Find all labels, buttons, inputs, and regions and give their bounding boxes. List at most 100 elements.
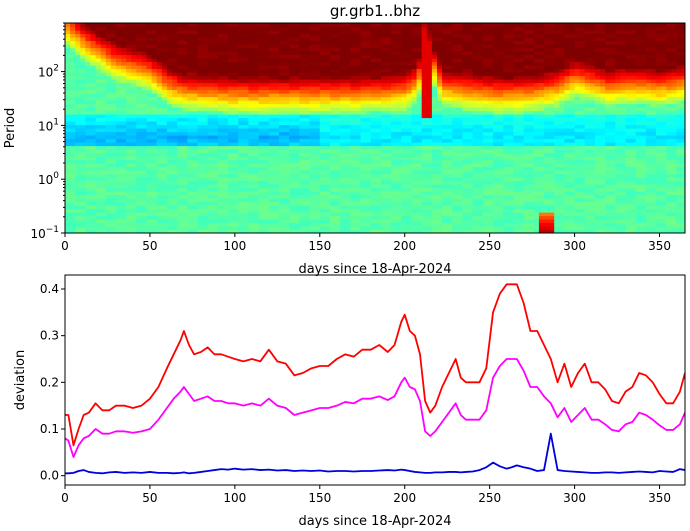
heatmap-cell <box>202 26 209 31</box>
heatmap-cell <box>314 222 321 227</box>
heatmap-cell <box>70 173 76 178</box>
heatmap-cell <box>75 30 81 35</box>
heatmap-cell <box>416 159 423 164</box>
heatmap-cell <box>187 166 193 171</box>
heatmap-cell <box>401 54 408 59</box>
heatmap-cell <box>350 215 357 220</box>
heatmap-cell <box>258 23 265 28</box>
heatmap-cell <box>110 191 117 196</box>
heatmap-cell <box>365 75 372 80</box>
heatmap-cell <box>131 40 137 45</box>
heatmap-cell <box>268 173 275 178</box>
heatmap-cell <box>238 47 244 52</box>
heatmap-cell <box>426 142 433 147</box>
heatmap-cell <box>329 110 336 115</box>
heatmap-cell <box>442 166 448 171</box>
heatmap-cell <box>355 229 362 233</box>
heatmap-cell <box>411 205 418 210</box>
heatmap-cell <box>75 103 81 108</box>
heatmap-cell <box>406 145 413 150</box>
heatmap-cell <box>401 187 408 192</box>
heatmap-cell <box>289 177 295 182</box>
heatmap-cell <box>202 61 209 66</box>
heatmap-cell <box>431 30 438 35</box>
heatmap-cell <box>80 82 86 87</box>
heatmap-cell <box>416 30 423 35</box>
heatmap-cell <box>151 89 158 94</box>
heatmap-cell <box>309 121 316 126</box>
heatmap-cell <box>258 219 265 224</box>
heatmap-cell <box>172 79 178 84</box>
heatmap-cell <box>442 51 448 56</box>
heatmap-cell <box>233 222 239 227</box>
heatmap-cell <box>472 93 479 98</box>
heatmap-cell <box>217 135 224 140</box>
heatmap-cell <box>309 163 316 168</box>
heatmap-cell <box>279 26 285 31</box>
heatmap-cell <box>222 163 229 168</box>
heatmap-cell <box>360 47 367 52</box>
heatmap-cell <box>126 121 132 126</box>
heatmap-cell <box>131 47 137 52</box>
heatmap-cell <box>248 114 255 119</box>
heatmap-cell <box>335 128 341 133</box>
heatmap-cell <box>243 184 250 189</box>
heatmap-cell <box>243 96 250 101</box>
heatmap-cell <box>177 177 183 182</box>
heatmap-cell <box>100 166 107 171</box>
heatmap-cell <box>386 135 392 140</box>
heatmap-cell <box>268 152 275 157</box>
heatmap-cell <box>411 124 418 129</box>
heatmap-cell <box>350 51 357 56</box>
heatmap-cell <box>319 131 326 136</box>
heatmap-cell <box>294 86 301 91</box>
heatmap-cell <box>421 86 428 91</box>
heatmap-cell <box>406 86 413 91</box>
heatmap-cell <box>95 138 102 143</box>
heatmap-cell <box>222 201 229 206</box>
heatmap-cell <box>431 33 438 38</box>
heatmap-cell <box>263 159 270 164</box>
heatmap-cell <box>411 75 418 80</box>
heatmap-cell <box>447 131 453 136</box>
heatmap-cell <box>345 96 351 101</box>
heatmap-cell <box>110 47 117 52</box>
heatmap-cell <box>121 65 127 70</box>
heatmap-cell <box>217 187 224 192</box>
heatmap-cell <box>355 68 362 73</box>
heatmap-cell <box>396 33 402 38</box>
heatmap-cell <box>324 201 331 206</box>
heatmap-cell <box>335 61 341 66</box>
heatmap-cell <box>380 170 387 175</box>
heatmap-cell <box>386 44 392 49</box>
heatmap-cell <box>166 215 173 220</box>
heatmap-cell <box>289 40 295 45</box>
heatmap-cell <box>294 187 301 192</box>
heatmap-cell <box>472 23 479 28</box>
heatmap-cell <box>207 208 214 213</box>
heatmap-cell <box>273 219 280 224</box>
heatmap-cell <box>121 170 127 175</box>
heatmap-cell <box>105 229 112 233</box>
heatmap-cell <box>182 44 188 49</box>
heatmap-cell <box>431 75 438 80</box>
heatmap-cell <box>161 215 168 220</box>
heatmap-cell <box>447 96 453 101</box>
heatmap-cell <box>406 121 413 126</box>
heatmap-cell <box>182 184 188 189</box>
heatmap-cell <box>136 103 143 108</box>
heatmap-cell <box>80 68 86 73</box>
heatmap-cell <box>243 75 250 80</box>
heatmap-cell <box>284 177 290 182</box>
heatmap-cell <box>95 26 102 31</box>
heatmap-cell <box>217 145 224 150</box>
heatmap-cell <box>355 47 362 52</box>
heatmap-cell <box>202 219 209 224</box>
heatmap-cell <box>324 103 331 108</box>
heatmap-cell <box>253 124 260 129</box>
heatmap-cell <box>110 51 117 56</box>
heatmap-cell <box>462 173 469 178</box>
heatmap-cell <box>467 156 474 161</box>
heatmap-cell <box>222 124 229 129</box>
heatmap-cell <box>115 40 122 45</box>
